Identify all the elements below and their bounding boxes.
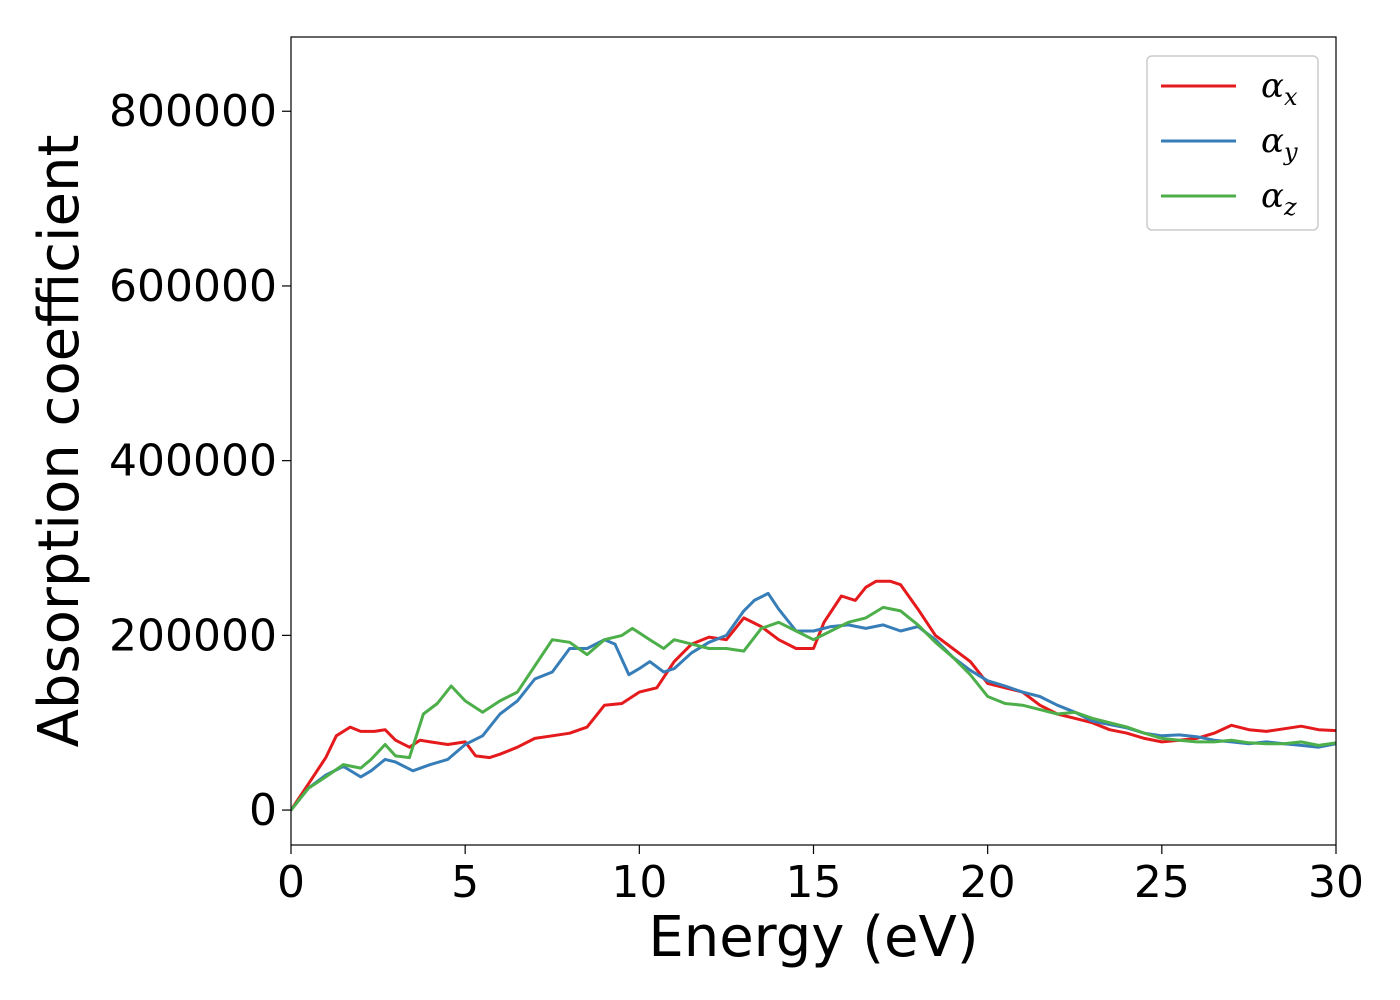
x-tick-label: 0 [277,857,305,908]
x-tick-label: 25 [1134,857,1190,908]
x-tick-label: 20 [960,857,1016,908]
y-tick-label: 200000 [109,610,277,661]
y-axis-title: Absorption coefficient [27,135,92,748]
legend-label-subscript: z [1283,193,1297,221]
x-tick-label: 30 [1308,857,1364,908]
y-axis-ticks: 0 200000 400000 600000 800000 [109,86,291,836]
x-axis-ticks: 0 5 10 15 20 25 30 [277,845,1364,908]
x-tick-label: 10 [611,857,667,908]
x-tick-label: 15 [786,857,842,908]
x-tick-label: 5 [451,857,479,908]
legend-label-subscript: x [1284,83,1298,111]
y-tick-label: 400000 [109,436,277,487]
y-tick-label: 0 [249,785,277,836]
legend-label-subscript: y [1283,138,1298,166]
legend-box [1146,55,1319,231]
y-tick-label: 800000 [109,86,277,137]
x-axis-title: Energy (eV) [648,905,978,970]
series-line-x [291,579,1336,812]
y-tick-label: 600000 [109,261,277,312]
series-line-y [291,591,1336,812]
series-line-z [291,605,1336,812]
plot-lines [291,579,1336,812]
